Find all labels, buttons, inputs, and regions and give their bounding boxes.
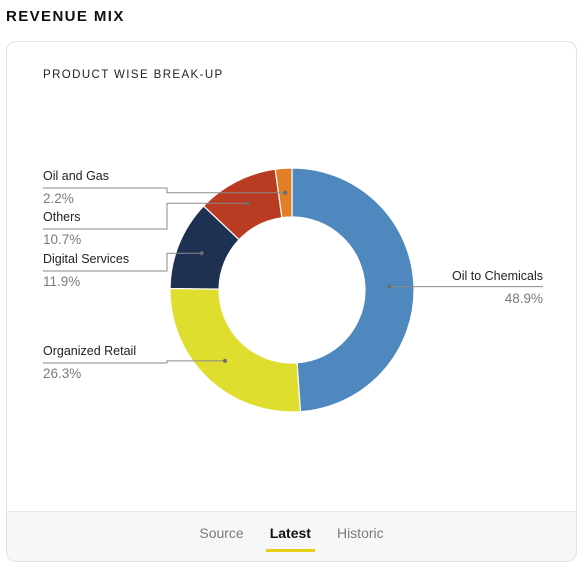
tab-historic[interactable]: Historic	[336, 525, 384, 541]
value-others: 10.7%	[43, 232, 81, 247]
section-title: REVENUE MIX	[6, 8, 125, 25]
leader-dot-organized-retail	[223, 358, 228, 363]
leader-dot-others	[245, 201, 250, 206]
leader-line-digital-services	[43, 252, 202, 272]
leader-line-others	[43, 202, 248, 230]
slice-oil-to-chemicals[interactable]	[291, 167, 415, 413]
label-oil-and-gas: Oil and Gas	[43, 169, 109, 183]
leader-line-oil-and-gas	[43, 187, 286, 194]
value-oil-to-chemicals: 48.9%	[505, 291, 543, 306]
value-oil-and-gas: 2.2%	[43, 191, 74, 206]
footer-tabs: Source Latest Historic	[7, 511, 576, 561]
label-organized-retail: Organized Retail	[43, 344, 136, 358]
value-digital-services: 11.9%	[43, 274, 80, 289]
tab-latest[interactable]: Latest	[265, 512, 316, 552]
tab-source[interactable]: Source	[199, 525, 244, 541]
value-organized-retail: 26.3%	[43, 366, 81, 381]
leader-dot-digital-services	[199, 251, 204, 256]
revenue-mix-card: PRODUCT WISE BREAK-UP Oil to Chemicals 48…	[6, 41, 577, 562]
leader-dot-oil-to-chemicals	[387, 284, 392, 289]
label-others: Others	[43, 210, 81, 224]
donut-chart: Oil to Chemicals 48.9% Organized Retail 26.…	[43, 167, 543, 413]
chart-title: PRODUCT WISE BREAK-UP	[43, 69, 224, 81]
leader-dot-oil-and-gas	[283, 190, 288, 195]
leader-line-organized-retail	[43, 360, 226, 364]
label-oil-to-chemicals: Oil to Chemicals	[452, 269, 543, 283]
slice-organized-retail[interactable]	[169, 287, 302, 413]
label-digital-services: Digital Services	[43, 252, 129, 266]
